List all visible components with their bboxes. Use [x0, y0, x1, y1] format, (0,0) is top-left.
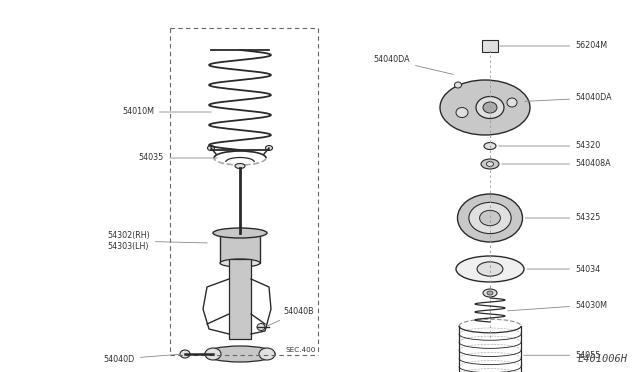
Ellipse shape [481, 159, 499, 169]
Text: 54040DA: 54040DA [373, 55, 453, 74]
Text: E401006H: E401006H [578, 354, 628, 364]
Text: 54010M: 54010M [122, 108, 211, 116]
Ellipse shape [205, 348, 221, 360]
Text: 54040D: 54040D [104, 354, 180, 363]
Text: 54040B: 54040B [268, 308, 314, 326]
Text: SEC.400: SEC.400 [285, 347, 316, 353]
FancyBboxPatch shape [220, 233, 260, 263]
Ellipse shape [476, 96, 504, 119]
Ellipse shape [235, 164, 245, 169]
Ellipse shape [220, 259, 260, 267]
Ellipse shape [456, 108, 468, 118]
Text: 540408A: 540408A [502, 160, 611, 169]
Ellipse shape [484, 142, 496, 150]
Text: 54302(RH)
54303(LH): 54302(RH) 54303(LH) [108, 231, 207, 251]
Ellipse shape [477, 262, 503, 276]
Ellipse shape [458, 194, 522, 242]
Ellipse shape [207, 145, 214, 151]
Ellipse shape [456, 256, 524, 282]
Text: 54035: 54035 [139, 154, 217, 163]
Ellipse shape [483, 102, 497, 113]
Ellipse shape [507, 98, 517, 107]
Ellipse shape [486, 161, 493, 167]
Ellipse shape [479, 210, 500, 226]
Text: 54030M: 54030M [508, 301, 607, 311]
Ellipse shape [483, 289, 497, 297]
Text: 54325: 54325 [525, 214, 600, 222]
Ellipse shape [487, 291, 493, 295]
Ellipse shape [266, 145, 273, 151]
Ellipse shape [440, 80, 530, 135]
Text: 54040DA: 54040DA [525, 93, 612, 103]
Ellipse shape [259, 348, 275, 360]
Text: 54034: 54034 [527, 264, 600, 273]
Ellipse shape [213, 228, 267, 238]
FancyBboxPatch shape [229, 259, 251, 339]
FancyBboxPatch shape [482, 40, 498, 52]
Ellipse shape [469, 202, 511, 234]
Text: 56204M: 56204M [500, 42, 607, 51]
Ellipse shape [454, 82, 461, 88]
Ellipse shape [205, 346, 275, 362]
Ellipse shape [180, 350, 190, 358]
Text: 54055: 54055 [524, 351, 600, 360]
Text: 54320: 54320 [499, 141, 600, 151]
Ellipse shape [257, 324, 265, 330]
